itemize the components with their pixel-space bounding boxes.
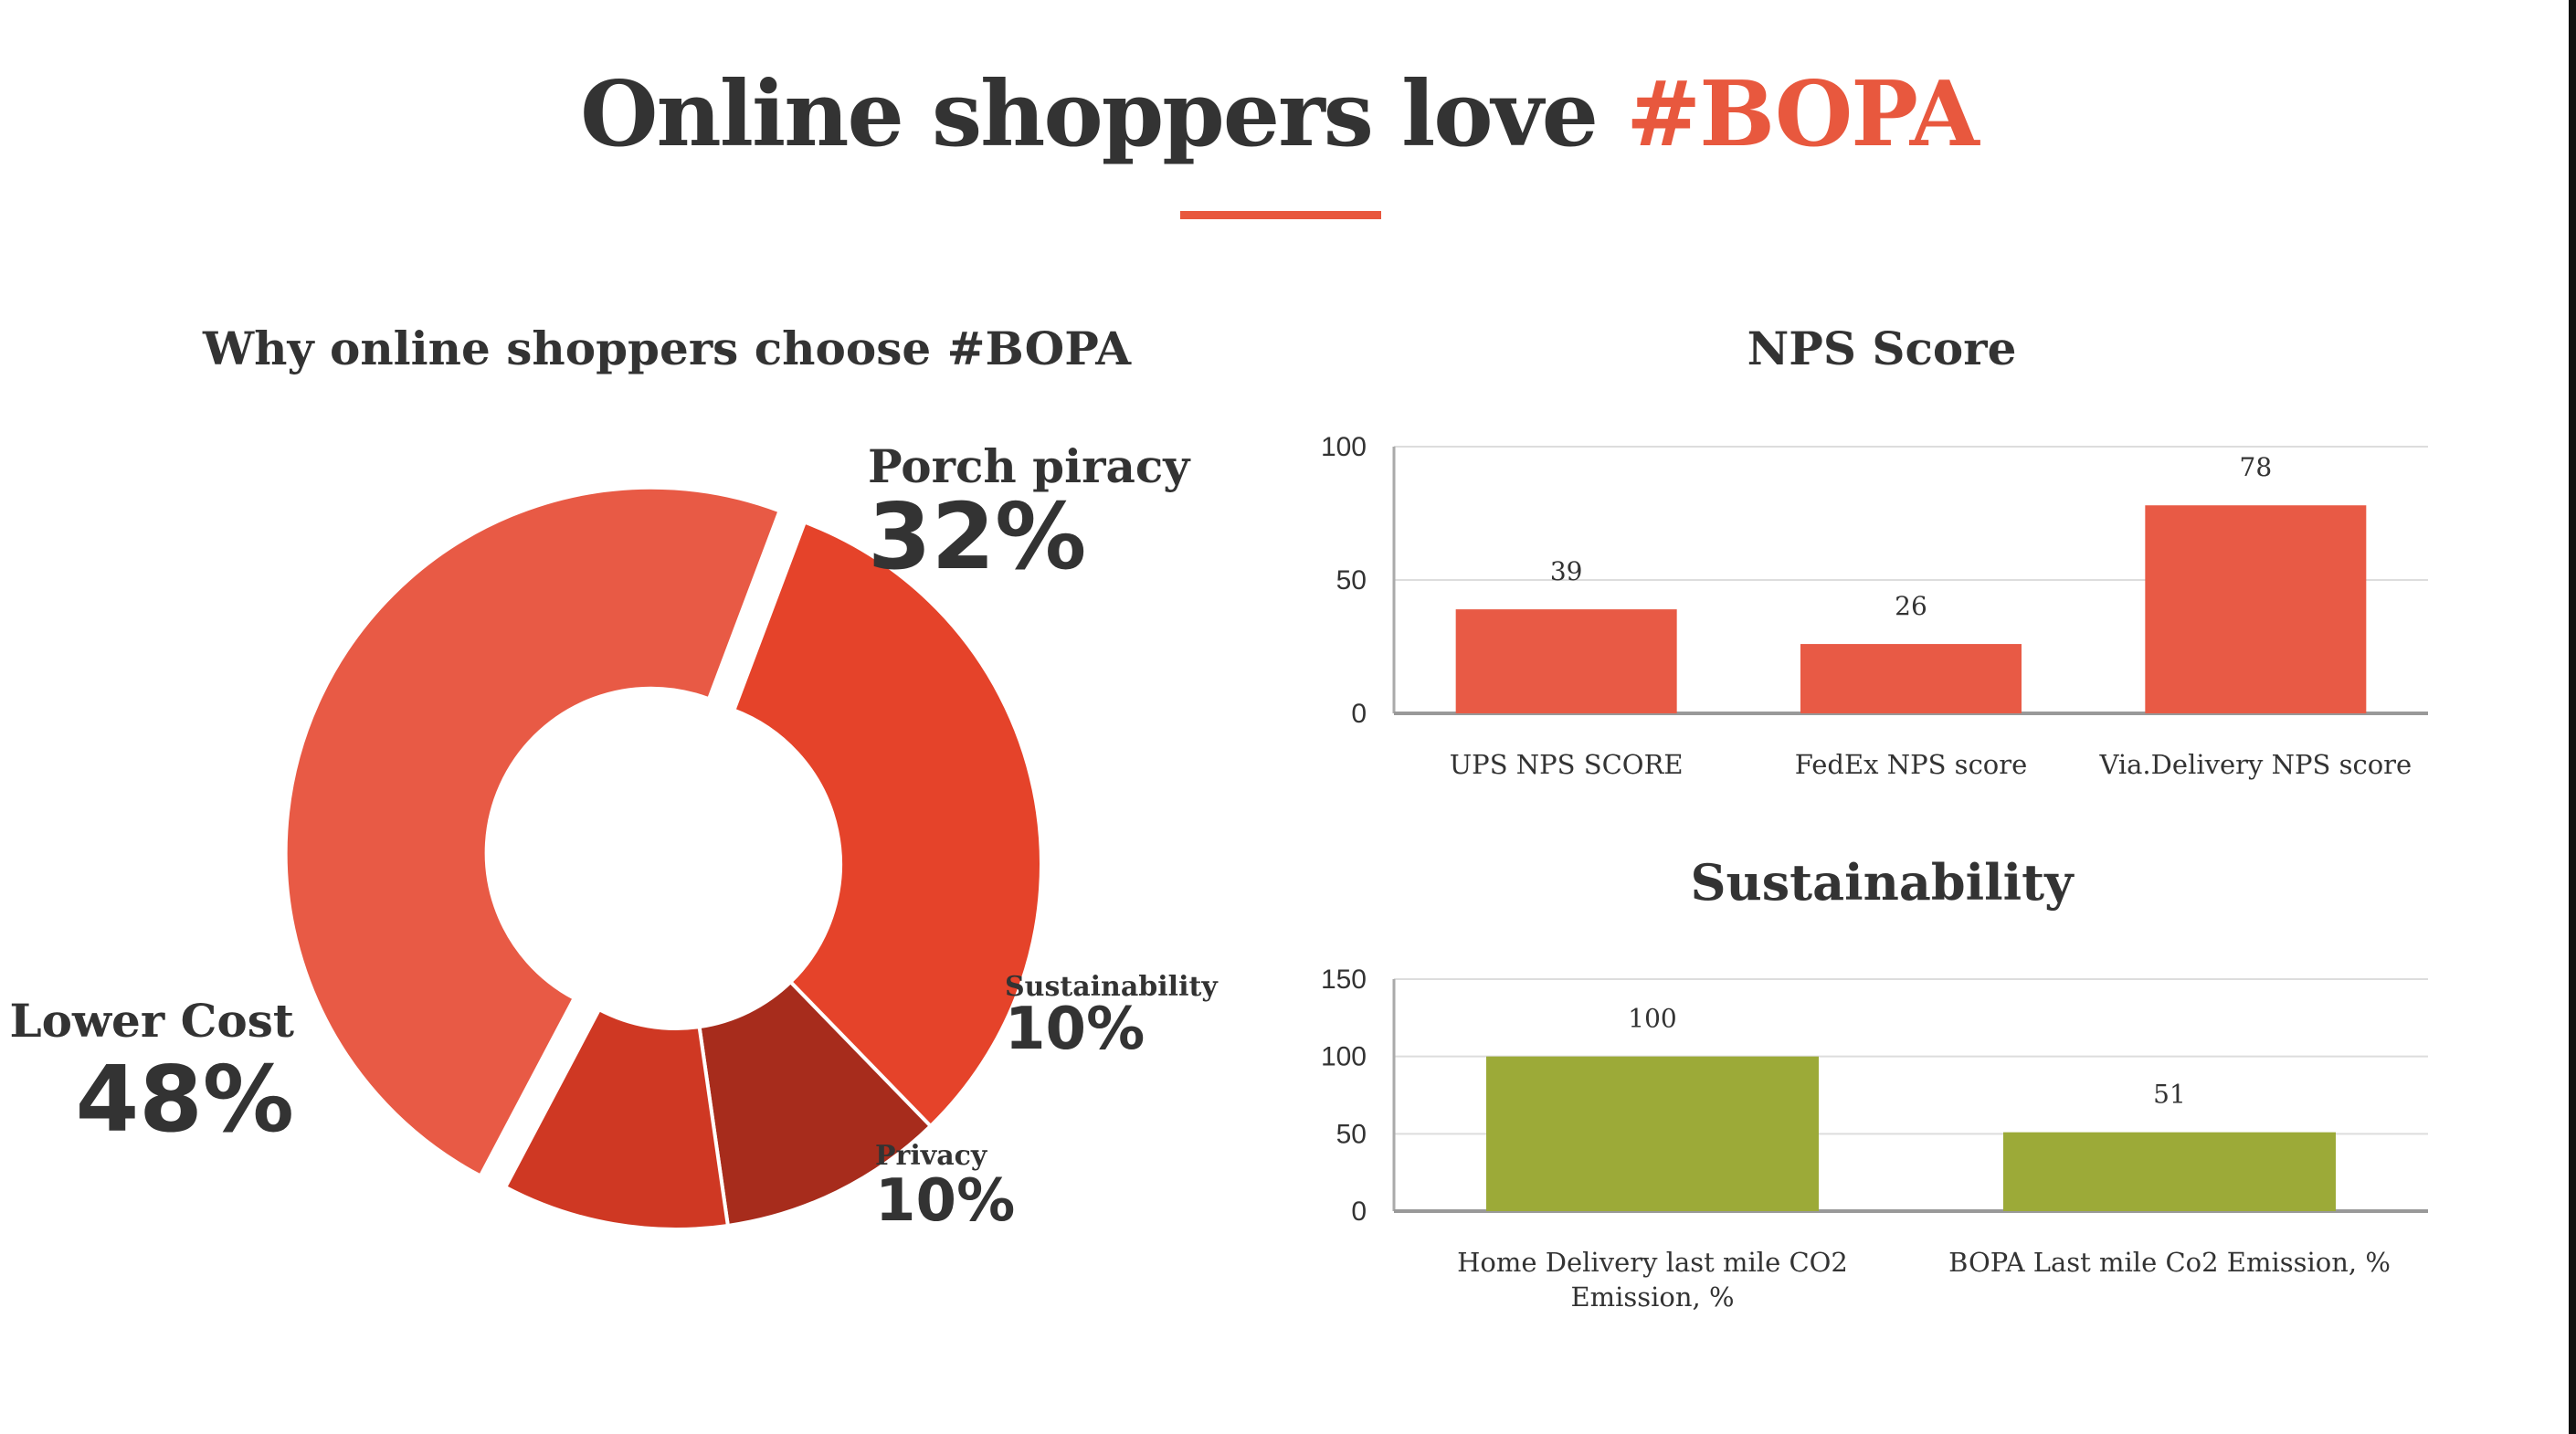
nps-data-label: 26 — [1895, 591, 1927, 621]
donut-label-lower-cost: Lower Cost — [10, 994, 295, 1048]
sustainability-ytick-label: 50 — [1336, 1119, 1367, 1149]
nps-chart-title: NPS Score — [1747, 322, 2017, 375]
page-title-text: Online shoppers love — [580, 62, 1627, 167]
sustainability-chart-title: Sustainability — [1690, 853, 2074, 912]
donut-value-sustainability: 10% — [1005, 996, 1145, 1063]
sustainability-ytick-label: 150 — [1321, 965, 1367, 995]
donut-value-porch-piracy: 32% — [868, 483, 1086, 590]
donut-slice-lower-cost — [283, 485, 783, 1179]
donut-slice-sustainability — [697, 979, 934, 1228]
sustainability-category-label: Home Delivery last mile CO2 — [1457, 1247, 1848, 1278]
sustainability-ytick-label: 100 — [1321, 1042, 1367, 1072]
donut-slice-porch-piracy — [731, 520, 1043, 1129]
sustainability-bar — [1486, 1056, 1819, 1211]
sustainability-ytick-label: 0 — [1351, 1197, 1367, 1227]
donut-label-porch-piracy: Porch piracy — [868, 439, 1191, 493]
page-title: Online shoppers love #BOPA — [0, 62, 2558, 167]
donut-chart: Porch piracy32%Sustainability10%Privacy1… — [10, 439, 1219, 1235]
sustainability-bar-chart: 0 50 100 150 100 Home Delivery last mile CO2E… — [1321, 965, 2428, 1313]
nps-ytick-label: 50 — [1336, 565, 1367, 596]
sustainability-data-label: 100 — [1628, 1004, 1676, 1034]
page-title-highlight: #BOPA — [1626, 62, 1980, 167]
nps-ytick-label: 100 — [1321, 432, 1367, 462]
nps-bar — [1800, 644, 2022, 713]
nps-category-label: FedEx NPS score — [1795, 749, 2028, 780]
sustainability-data-label: 51 — [2153, 1080, 2186, 1110]
nps-ytick-label: 0 — [1351, 699, 1367, 729]
donut-label-privacy: Privacy — [875, 1140, 988, 1172]
sustainability-category-label: Emission, % — [1570, 1281, 1734, 1313]
nps-category-label: Via.Delivery NPS score — [2098, 749, 2412, 780]
nps-data-label: 78 — [2240, 452, 2273, 482]
nps-bar-chart: 0 50 100 39 UPS NPS SCORE 26 FedEx NPS score 78… — [1321, 432, 2428, 780]
nps-bar — [1455, 609, 1677, 713]
nps-category-label: UPS NPS SCORE — [1450, 749, 1684, 780]
donut-slice-privacy — [502, 1007, 731, 1231]
window-edge — [2569, 0, 2576, 1434]
donut-value-lower-cost: 48% — [76, 1046, 294, 1153]
donut-chart-title: Why online shoppers choose #BOPA — [203, 322, 1131, 375]
sustainability-category-label: BOPA Last mile Co2 Emission, % — [1948, 1247, 2391, 1278]
sustainability-bar — [2003, 1132, 2336, 1211]
nps-bar — [2145, 505, 2367, 713]
nps-data-label: 39 — [1550, 556, 1583, 586]
donut-label-sustainability: Sustainability — [1005, 971, 1219, 1003]
title-underline — [1180, 211, 1381, 219]
donut-value-privacy: 10% — [875, 1167, 1015, 1235]
